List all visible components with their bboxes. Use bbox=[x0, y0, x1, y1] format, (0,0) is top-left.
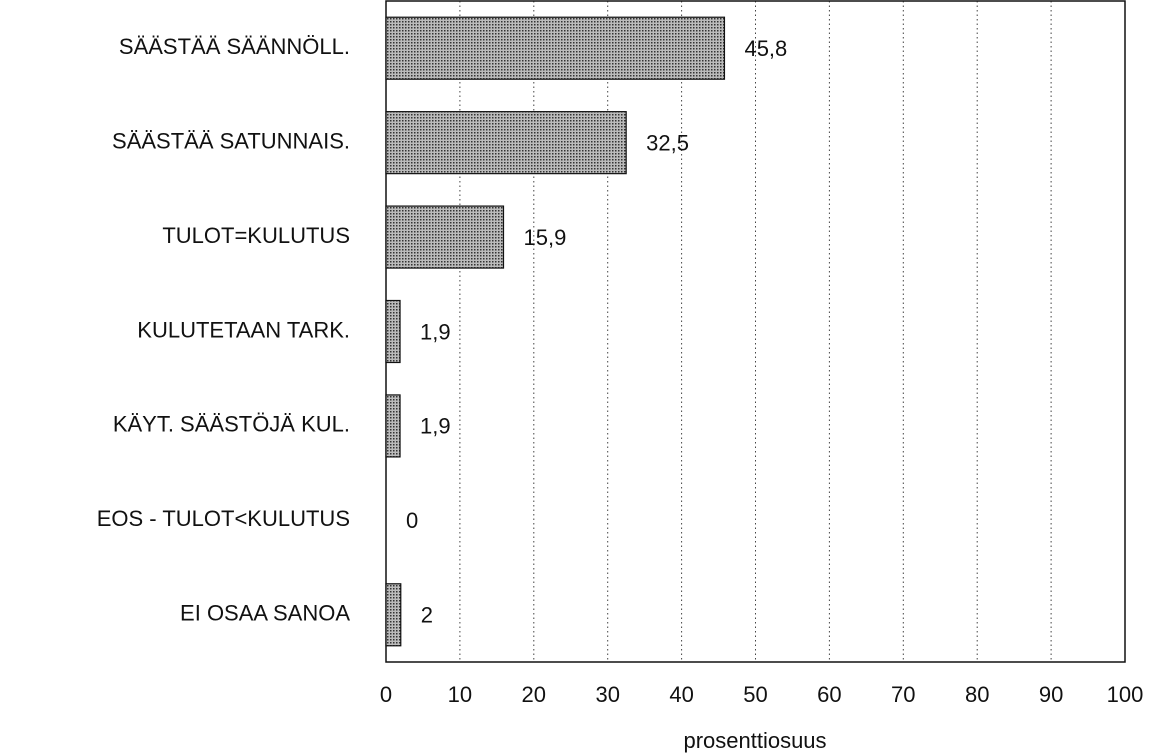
data-label: 1,9 bbox=[420, 414, 451, 439]
y-tick-label: EOS - TULOT<KULUTUS bbox=[97, 506, 350, 531]
bar bbox=[385, 205, 505, 269]
y-tick-label: SÄÄSTÄÄ SATUNNAIS. bbox=[112, 128, 350, 153]
x-tick-label: 100 bbox=[1107, 682, 1144, 707]
x-tick-label: 90 bbox=[1039, 682, 1063, 707]
x-tick-label: 20 bbox=[522, 682, 546, 707]
data-label: 15,9 bbox=[524, 225, 567, 250]
x-tick-label: 80 bbox=[965, 682, 989, 707]
y-tick-label: KULUTETAAN TARK. bbox=[137, 317, 350, 342]
data-label: 1,9 bbox=[420, 319, 451, 344]
bar bbox=[385, 111, 627, 175]
data-label: 2 bbox=[421, 603, 433, 628]
x-tick-label: 30 bbox=[595, 682, 619, 707]
bar bbox=[385, 583, 402, 647]
x-tick-label: 0 bbox=[380, 682, 392, 707]
x-tick-label: 10 bbox=[448, 682, 472, 707]
x-tick-label: 70 bbox=[891, 682, 915, 707]
data-label: 45,8 bbox=[744, 36, 787, 61]
y-tick-label: EI OSAA SANOA bbox=[180, 601, 350, 626]
y-tick-label: SÄÄSTÄÄ SÄÄNNÖLL. bbox=[119, 34, 350, 59]
data-label: 32,5 bbox=[646, 130, 689, 155]
x-tick-label: 60 bbox=[817, 682, 841, 707]
x-tick-label: 50 bbox=[743, 682, 767, 707]
bar bbox=[385, 16, 726, 80]
data-label: 0 bbox=[406, 508, 418, 533]
bar bbox=[385, 394, 401, 458]
y-tick-label: KÄYT. SÄÄSTÖJÄ KUL. bbox=[113, 412, 350, 437]
x-tick-label: 40 bbox=[669, 682, 693, 707]
x-axis-label: prosenttiosuus bbox=[683, 728, 826, 753]
y-tick-label: TULOT=KULUTUS bbox=[162, 223, 350, 248]
bar bbox=[385, 299, 401, 364]
